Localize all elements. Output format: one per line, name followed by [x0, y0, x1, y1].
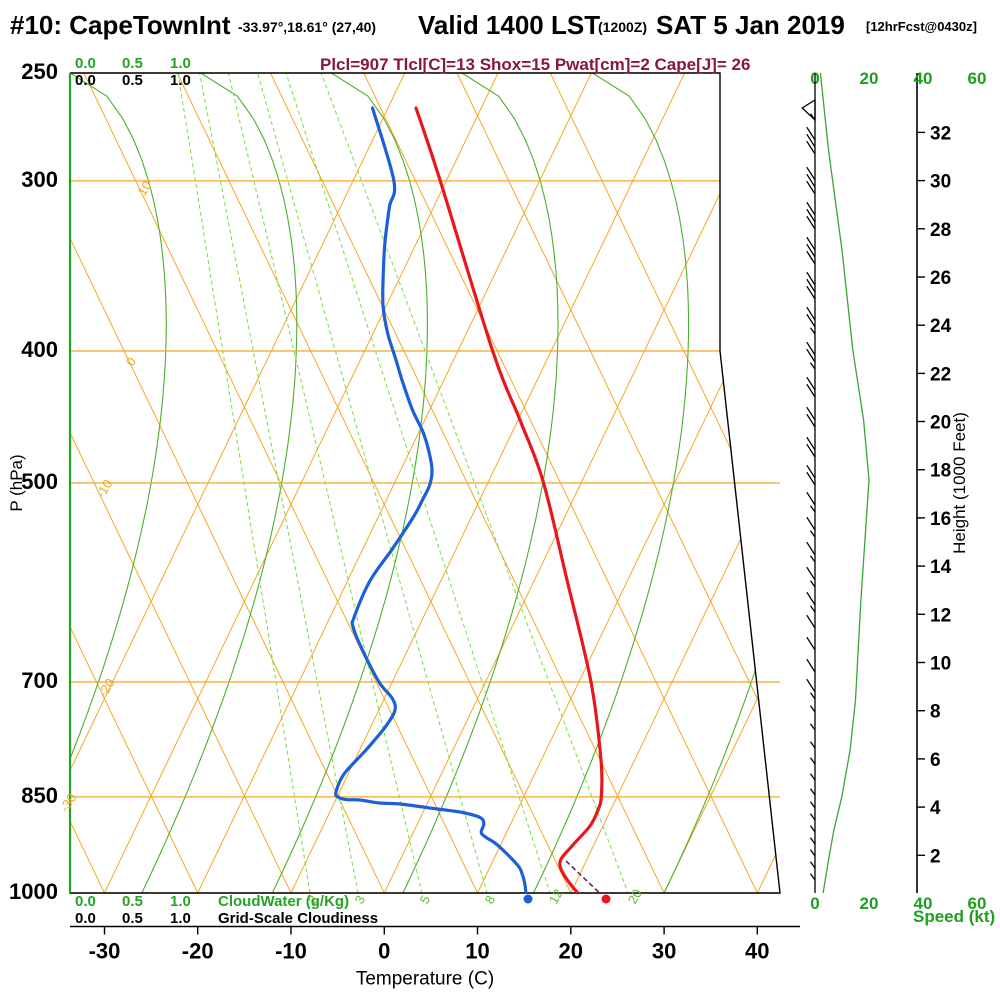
svg-text:SAT 5 Jan 2019: SAT 5 Jan 2019 [656, 10, 845, 40]
svg-text:Plcl=907 Tlcl[C]=13 Shox=15 Pw: Plcl=907 Tlcl[C]=13 Shox=15 Pwat[cm]=2 C… [320, 55, 750, 74]
svg-text:Valid 1400 LST: Valid 1400 LST [418, 10, 600, 40]
svg-text:40: 40 [745, 939, 769, 964]
svg-text:-10: -10 [275, 939, 307, 964]
svg-text:20: 20 [860, 69, 879, 88]
svg-text:P (hPa): P (hPa) [7, 454, 26, 511]
svg-text:700: 700 [21, 668, 58, 693]
svg-text:40: 40 [914, 69, 933, 88]
svg-text:24: 24 [930, 316, 952, 337]
svg-text:32: 32 [930, 123, 951, 144]
svg-text:1000: 1000 [9, 879, 58, 904]
svg-text:26: 26 [930, 268, 951, 289]
svg-text:20: 20 [930, 413, 951, 434]
svg-text:0.5: 0.5 [122, 72, 143, 89]
svg-text:0: 0 [810, 894, 819, 913]
svg-text:1.0: 1.0 [170, 72, 191, 89]
svg-text:500: 500 [21, 469, 58, 494]
svg-text:-30: -30 [89, 939, 121, 964]
svg-text:2: 2 [930, 846, 941, 867]
svg-text:-20: -20 [182, 939, 214, 964]
svg-text:30: 30 [652, 939, 676, 964]
svg-text:Temperature (C): Temperature (C) [356, 969, 494, 990]
svg-text:Height (1000 Feet): Height (1000 Feet) [950, 412, 969, 554]
svg-text:850: 850 [21, 783, 58, 808]
svg-text:400: 400 [21, 337, 58, 362]
svg-text:8: 8 [930, 702, 941, 723]
svg-text:250: 250 [21, 59, 58, 84]
svg-text:12: 12 [930, 605, 951, 626]
svg-text:10: 10 [465, 939, 489, 964]
svg-text:18: 18 [930, 461, 951, 482]
svg-text:0.5: 0.5 [122, 910, 143, 927]
svg-text:[12hrFcst@0430z]: [12hrFcst@0430z] [866, 19, 977, 34]
svg-text:4: 4 [930, 798, 941, 819]
svg-text:0.0: 0.0 [75, 910, 96, 927]
svg-text:20: 20 [559, 939, 583, 964]
svg-text:22: 22 [930, 364, 951, 385]
svg-text:10: 10 [930, 654, 951, 675]
svg-text:0: 0 [378, 939, 390, 964]
svg-text:16: 16 [930, 509, 951, 530]
svg-text:0.0: 0.0 [75, 893, 96, 910]
svg-text:0.5: 0.5 [122, 893, 143, 910]
svg-text:300: 300 [21, 167, 58, 192]
svg-text:0.0: 0.0 [75, 55, 96, 72]
svg-text:28: 28 [930, 220, 951, 241]
svg-text:1.0: 1.0 [170, 910, 191, 927]
svg-text:-33.97°,18.61° (27,40): -33.97°,18.61° (27,40) [238, 19, 376, 35]
svg-text:30: 30 [930, 172, 951, 193]
svg-text:60: 60 [968, 69, 987, 88]
svg-text:14: 14 [930, 557, 952, 578]
svg-text:Speed (kt): Speed (kt) [913, 907, 995, 926]
svg-text:0.0: 0.0 [75, 72, 96, 89]
svg-text:1.0: 1.0 [170, 55, 191, 72]
svg-text:#10: CapeTownInt: #10: CapeTownInt [10, 10, 231, 40]
svg-text:6: 6 [930, 750, 941, 771]
svg-text:CloudWater (g/Kg): CloudWater (g/Kg) [218, 893, 349, 910]
svg-text:(1200Z): (1200Z) [598, 19, 647, 35]
svg-text:20: 20 [860, 894, 879, 913]
svg-text:Grid-Scale Cloudiness: Grid-Scale Cloudiness [218, 910, 378, 927]
svg-text:0.5: 0.5 [122, 55, 143, 72]
svg-text:1.0: 1.0 [170, 893, 191, 910]
